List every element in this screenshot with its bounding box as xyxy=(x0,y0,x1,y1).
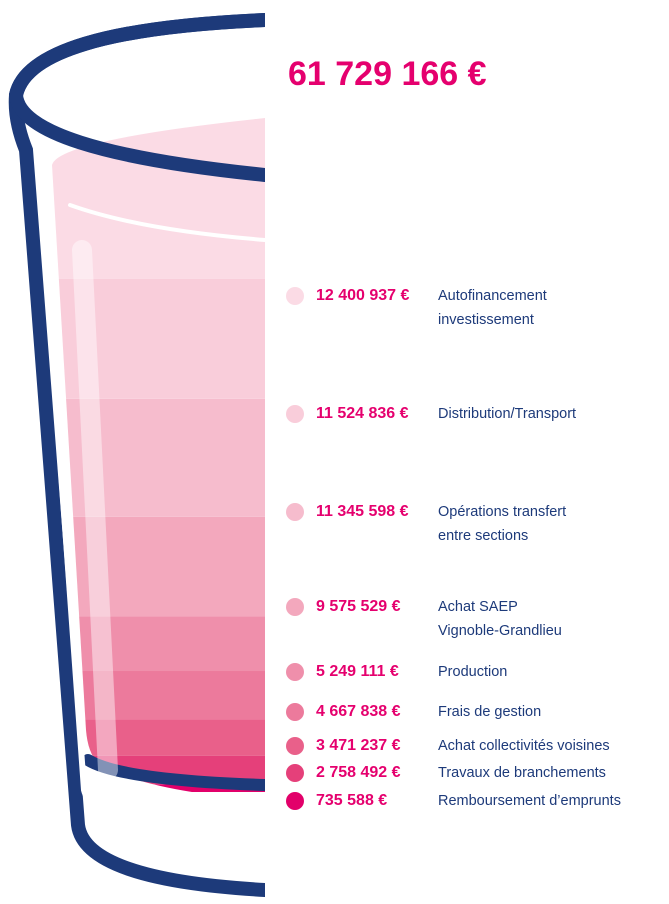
total: 61 729 166 € xyxy=(288,55,487,93)
layer xyxy=(52,616,265,672)
legend-dot xyxy=(286,405,304,423)
value-label: 9 575 529 € xyxy=(316,598,401,615)
value-label: 5 249 111 € xyxy=(316,663,399,680)
category-label: Autofinancement xyxy=(438,288,547,304)
value-label: 4 667 838 € xyxy=(316,703,401,720)
category-label: Achat collectivités voisines xyxy=(438,738,610,754)
legend-dot xyxy=(286,598,304,616)
layer xyxy=(52,278,265,399)
value-label: 735 588 € xyxy=(316,792,387,809)
layer xyxy=(52,516,265,617)
glass xyxy=(8,13,265,897)
category-label: Production xyxy=(438,664,507,680)
value-label: 3 471 237 € xyxy=(316,737,401,754)
category-label: Frais de gestion xyxy=(438,704,541,720)
value-label: 2 758 492 € xyxy=(316,764,401,781)
layer xyxy=(52,719,265,756)
value-label: 11 524 836 € xyxy=(316,405,409,422)
value-label: 11 345 598 € xyxy=(316,503,409,520)
legend-dot xyxy=(286,287,304,305)
category-label: Vignoble-Grandlieu xyxy=(438,623,562,639)
layer xyxy=(52,398,265,517)
legend-dot xyxy=(286,764,304,782)
liquid xyxy=(52,118,265,792)
category-label: Achat SAEP xyxy=(438,599,518,615)
category-label: Remboursement d’emprunts xyxy=(438,793,621,809)
category-label: investissement xyxy=(438,312,534,328)
legend-dot xyxy=(286,703,304,721)
legend-dot xyxy=(286,663,304,681)
legend-dot xyxy=(286,792,304,810)
category-label: Travaux de branchements xyxy=(438,765,606,781)
legend-dot xyxy=(286,737,304,755)
layer xyxy=(52,671,265,720)
legend-dot xyxy=(286,503,304,521)
category-label: Opérations transfert xyxy=(438,504,566,520)
value-label: 12 400 937 € xyxy=(316,287,410,304)
category-label: Distribution/Transport xyxy=(438,406,576,422)
category-label: entre sections xyxy=(438,528,528,544)
